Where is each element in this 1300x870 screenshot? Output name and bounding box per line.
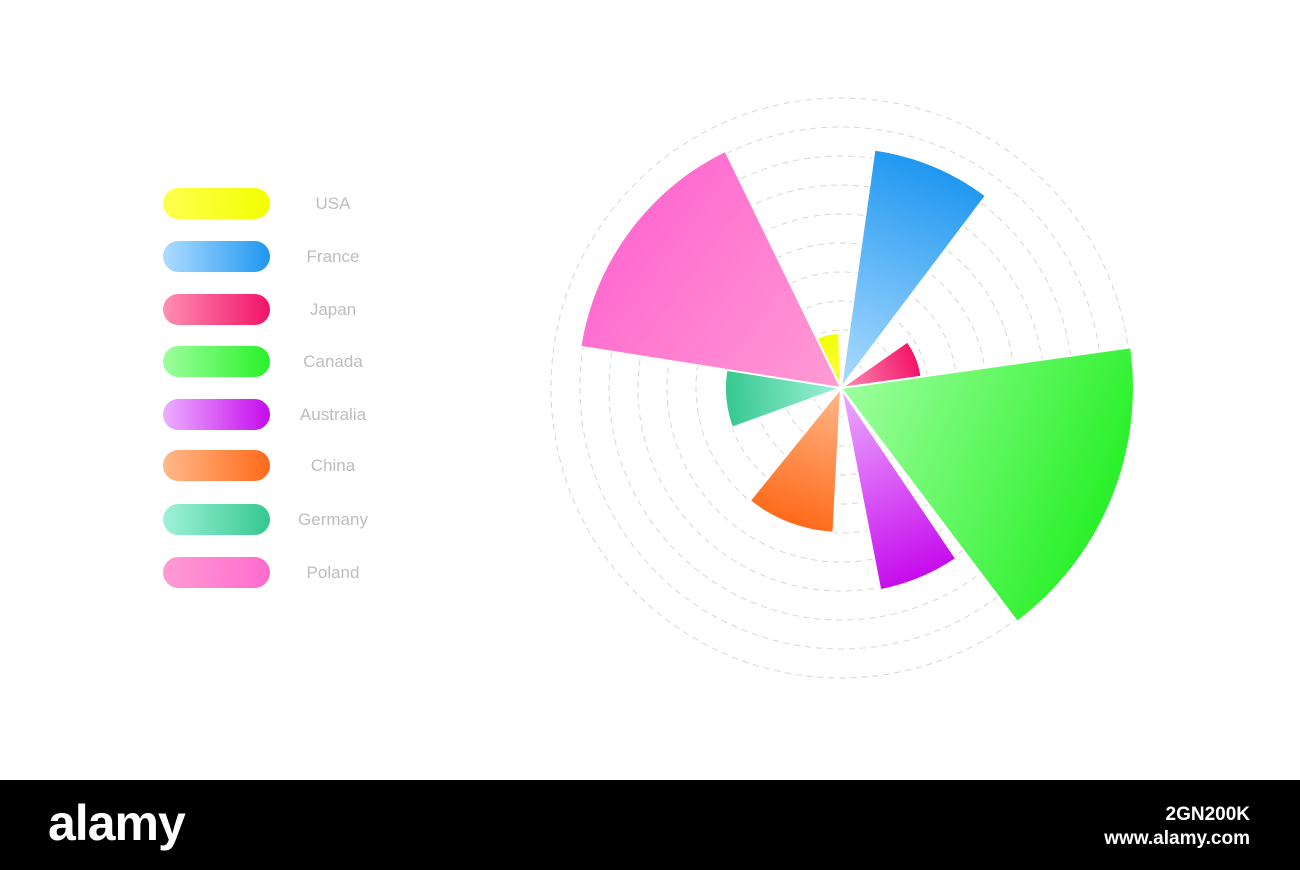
footer-url[interactable]: www.alamy.com — [1104, 828, 1250, 849]
legend-item-usa: USA — [163, 188, 403, 220]
legend-swatch-china — [163, 450, 270, 481]
legend-swatch-germany — [163, 504, 270, 535]
footer-brand-logo[interactable]: alamy — [48, 795, 186, 851]
legend-label-france: France — [306, 247, 360, 266]
sector-poland — [579, 149, 843, 390]
legend-label-canada: Canada — [303, 352, 363, 371]
legend-label-japan: Japan — [309, 300, 357, 319]
legend-swatch-australia — [163, 399, 270, 430]
legend-label-poland: Poland — [306, 563, 360, 582]
legend-swatch-canada — [163, 346, 270, 377]
legend-item-poland: Poland — [163, 557, 403, 589]
legend-item-australia: Australia — [163, 399, 403, 431]
stock-footer-bar: alamy 2GN200K www.alamy.com — [0, 780, 1300, 870]
sector-france — [839, 148, 988, 392]
legend-swatch-usa — [163, 188, 270, 219]
legend-label-usa: USA — [315, 194, 351, 213]
legend-item-france: France — [163, 241, 403, 273]
legend-label-australia: Australia — [299, 405, 367, 424]
legend-label-china: China — [310, 456, 356, 475]
legend-swatch-poland — [163, 557, 270, 588]
sector-china — [748, 384, 843, 534]
legend-item-china: China — [163, 450, 403, 482]
legend-swatch-france — [163, 241, 270, 272]
footer-image-id: 2GN200K — [1165, 804, 1251, 825]
polar-area-chart — [550, 97, 1135, 679]
legend-item-japan: Japan — [163, 294, 403, 326]
legend-item-canada: Canada — [163, 346, 403, 378]
sector-australia — [840, 387, 958, 592]
legend-item-germany: Germany — [163, 504, 403, 536]
legend-swatch-japan — [163, 294, 270, 325]
sector-canada — [839, 346, 1135, 624]
legend-label-germany: Germany — [298, 510, 368, 529]
